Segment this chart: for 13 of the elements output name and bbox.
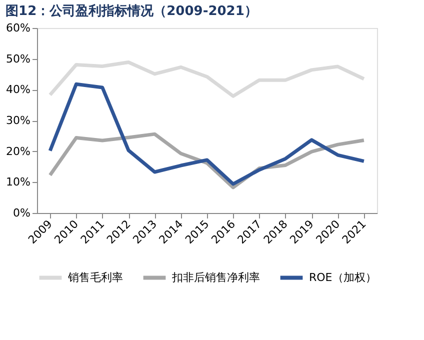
y-tick-label: 20% — [6, 144, 30, 158]
y-tick-label: 10% — [6, 176, 30, 189]
y-tick-label: 50% — [6, 52, 30, 66]
legend-label: 销售毛利率 — [67, 270, 123, 284]
y-tick-label: 0% — [13, 206, 30, 220]
chart-title: 图12：公司盈利指标情况（2009-2021） — [6, 3, 258, 19]
y-tick-label: 40% — [6, 83, 30, 96]
line-series — [48, 82, 366, 186]
y-tick-label: 60% — [6, 22, 30, 34]
legend-label: ROE（加权） — [309, 270, 376, 284]
line-series — [48, 60, 366, 98]
y-tick-label: 30% — [6, 114, 30, 127]
legend-label: 扣非后销售净利率 — [171, 270, 260, 284]
